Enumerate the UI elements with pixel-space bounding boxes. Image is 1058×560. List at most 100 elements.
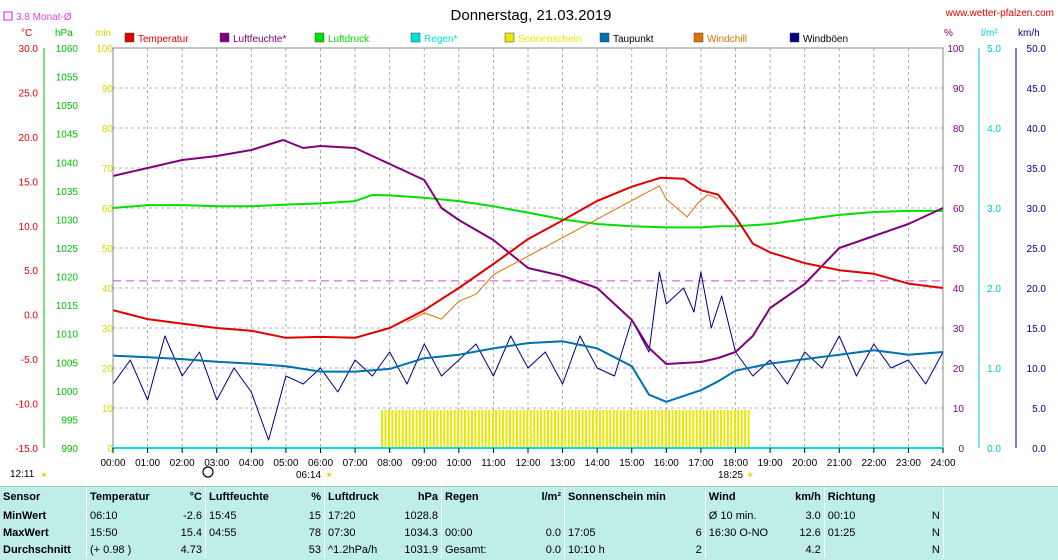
y-tick-label: 1005 <box>56 358 79 369</box>
y-tick-label: 5.0 <box>987 44 1001 55</box>
hdr-sensor: Sensor <box>3 491 41 503</box>
sunshine-bar <box>719 410 722 448</box>
sunshine-bar <box>605 410 608 448</box>
stats-table: Sensor Temperatur °C Luftfeuchte % Luftd… <box>0 486 1058 560</box>
cell: 15:45 <box>205 507 282 524</box>
website-label[interactable]: www.wetter-pfalzen.com <box>945 8 1054 19</box>
sunshine-bar <box>450 410 453 448</box>
y-tick-label: 50 <box>102 244 114 255</box>
y-tick-label: 20 <box>953 364 965 375</box>
sunshine-bar <box>640 410 643 448</box>
axis-unit-label: °C <box>21 28 32 39</box>
hdr-dir-unit <box>901 487 944 507</box>
sunshine-bar <box>709 410 712 448</box>
y-tick-label: 5.0 <box>24 266 38 277</box>
legend-label: Windchill <box>707 34 747 45</box>
hdr-wind: Wind <box>704 487 788 507</box>
sunshine-bar <box>609 410 612 448</box>
sunshine-bar <box>491 410 494 448</box>
x-tick-label: 10:00 <box>446 458 471 469</box>
monthly-avg-marker <box>3 11 13 21</box>
chart-legend: Temperatur Luftfeuchte* Luftdruck Regen* Son… <box>124 32 848 45</box>
x-tick-label: 09:00 <box>412 458 437 469</box>
y-tick-label: 30 <box>953 324 965 335</box>
hdr-rain-unit: l/m² <box>541 491 561 503</box>
cell: 15 <box>308 509 321 522</box>
y-tick-label: 10 <box>102 404 114 415</box>
cell: 06:10 <box>86 507 169 524</box>
y-tick-label: -15.0 <box>15 444 38 455</box>
sunshine-bar <box>567 410 570 448</box>
sunshine-bar <box>574 410 577 448</box>
sunshine-bar <box>436 410 439 448</box>
cell: 1031.9 <box>404 543 438 556</box>
y-tick-label: 1060 <box>56 44 79 55</box>
sunshine-bar <box>591 410 594 448</box>
hdr-pres: Luftdruck <box>324 487 401 507</box>
y-tick-label: 30.0 <box>19 44 39 55</box>
cell: 17:20 <box>324 507 401 524</box>
x-tick-label: 02:00 <box>170 458 195 469</box>
time-mid-label: 06:14 <box>296 470 321 481</box>
legend-swatch <box>219 32 230 43</box>
cell: Ø 10 min. <box>704 507 788 524</box>
sunshine-bar <box>415 410 418 448</box>
sunshine-bar <box>432 410 435 448</box>
y-tick-label: 80 <box>953 124 965 135</box>
monthly-avg-label: 3.8 Monat-Ø <box>16 12 72 23</box>
x-tick-label: 19:00 <box>758 458 783 469</box>
legend-label: Luftdruck <box>328 34 370 45</box>
sunshine-bar <box>706 410 709 448</box>
moon-icon <box>202 466 214 478</box>
y-tick-label: 20 <box>102 364 114 375</box>
x-tick-label: 00:00 <box>100 458 125 469</box>
sunshine-bar <box>401 410 404 448</box>
sunshine-bar <box>384 410 387 448</box>
x-tick-label: 24:00 <box>930 458 955 469</box>
sunshine-bar <box>457 410 460 448</box>
axis-unit-label: min <box>95 28 111 39</box>
sunshine-bars <box>381 410 750 448</box>
sunshine-bar <box>688 410 691 448</box>
cell: 15:50 <box>86 524 169 541</box>
y-tick-label: 25.0 <box>1027 244 1047 255</box>
y-tick-label: 0 <box>958 444 964 455</box>
hdr-dir: Richtung <box>823 487 901 507</box>
sunshine-bar <box>657 410 660 448</box>
x-tick-label: 05:00 <box>273 458 298 469</box>
y-tick-label: 1050 <box>56 101 79 112</box>
x-tick-label: 11:00 <box>481 458 506 469</box>
sunshine-bar <box>602 410 605 448</box>
cell: ^1.2hPa/h <box>324 541 401 558</box>
cell <box>669 507 706 524</box>
sunshine-bar <box>408 410 411 448</box>
legend-label: Temperatur <box>138 34 189 45</box>
cell: 01:25 <box>823 524 901 541</box>
sunshine-bar <box>664 410 667 448</box>
x-tick-label: 07:00 <box>343 458 368 469</box>
sunshine-bar <box>439 410 442 448</box>
y-tick-label: 0.0 <box>987 444 1001 455</box>
y-tick-label: 15.0 <box>19 177 39 188</box>
sunshine-bar <box>740 410 743 448</box>
legend-label: Regen* <box>424 34 457 45</box>
sunshine-bar <box>540 410 543 448</box>
y-tick-label: 1045 <box>56 130 79 141</box>
sunshine-bar <box>654 410 657 448</box>
y-tick-label: 70 <box>953 164 965 175</box>
sunshine-bar <box>692 410 695 448</box>
y-tick-label: 995 <box>61 415 78 426</box>
y-tick-label: 1030 <box>56 215 79 226</box>
sunshine-bar <box>553 410 556 448</box>
x-tick-label: 14:00 <box>585 458 610 469</box>
sunshine-bar <box>685 410 688 448</box>
cell: (+ 0.98 ) <box>86 541 169 558</box>
sunshine-bar <box>453 410 456 448</box>
series-luftdruck <box>112 193 943 229</box>
y-tick-label: -5.0 <box>21 355 39 366</box>
sunshine-bar <box>730 410 733 448</box>
cell: -2.6 <box>183 509 202 522</box>
sunshine-bar <box>470 410 473 448</box>
cell <box>205 541 282 558</box>
sunshine-bar <box>481 410 484 448</box>
